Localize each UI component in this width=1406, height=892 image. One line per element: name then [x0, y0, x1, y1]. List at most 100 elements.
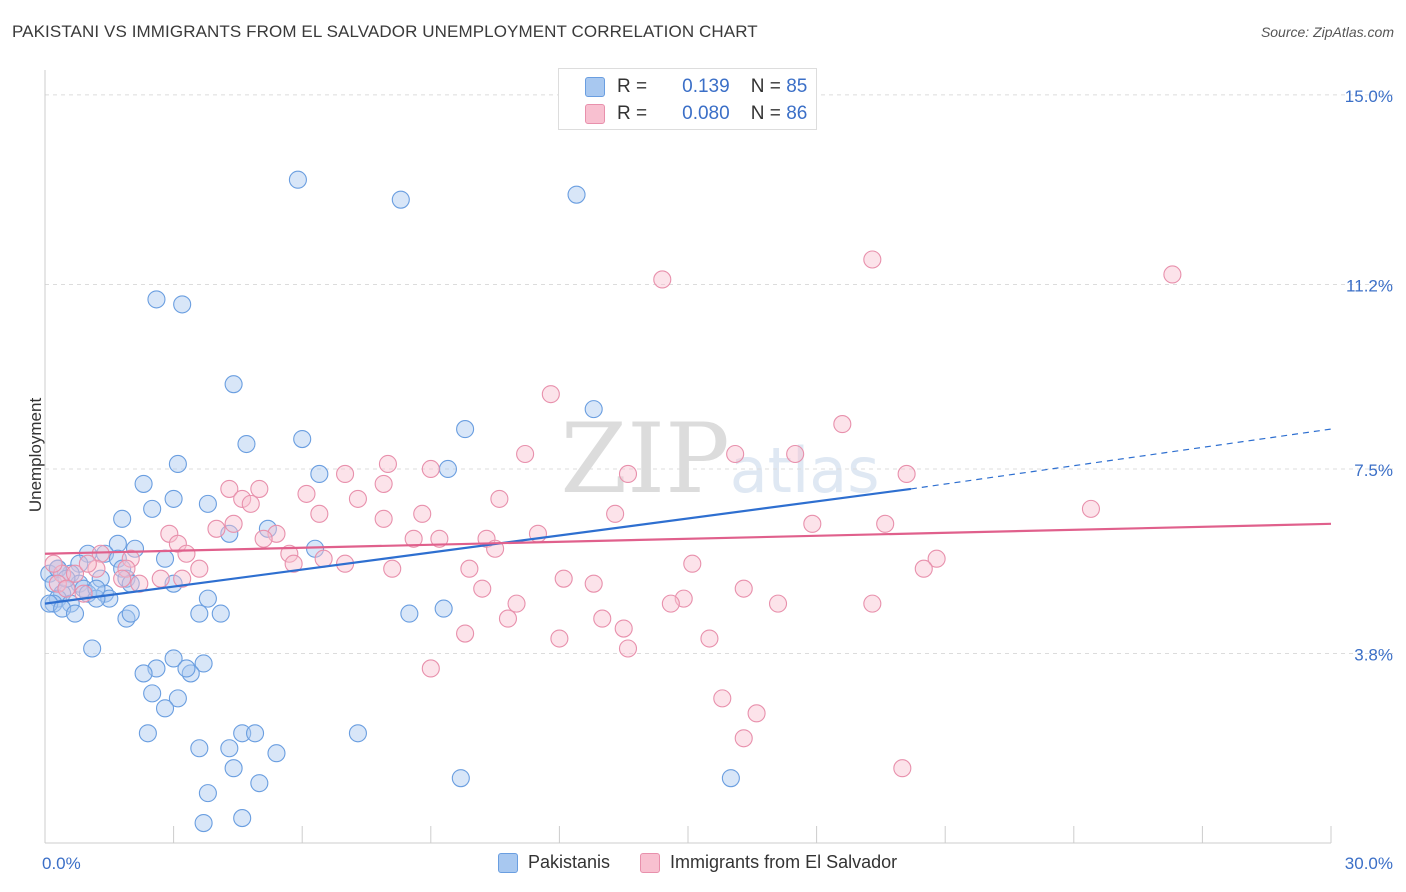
data-point	[237, 434, 256, 454]
legend-label: Immigrants from El Salvador	[670, 852, 898, 872]
pakistanis-swatch	[585, 77, 605, 97]
data-point	[863, 594, 882, 613]
data-point	[768, 594, 788, 613]
data-point	[65, 564, 85, 583]
trend-line-pakistanis-projection	[910, 428, 1332, 490]
data-point	[280, 544, 299, 563]
data-point	[233, 724, 252, 743]
data-point	[378, 454, 397, 474]
stats-row-el-salvador: R = 0.080 N = 86	[585, 101, 807, 127]
data-point	[194, 814, 213, 833]
data-point	[250, 479, 269, 498]
data-point	[541, 385, 560, 404]
data-point	[138, 724, 157, 743]
data-point	[177, 659, 196, 678]
data-point	[198, 494, 217, 513]
y-axis-label: Unemployment	[26, 397, 45, 513]
el-salvador-swatch	[585, 104, 605, 124]
y-tick-label: 3.8%	[1354, 645, 1393, 664]
data-point	[168, 689, 187, 708]
data-point	[78, 554, 97, 573]
data-point	[863, 250, 882, 269]
chart-title: PAKISTANI VS IMMIGRANTS FROM EL SALVADOR…	[12, 22, 758, 41]
n-value: 86	[786, 103, 808, 124]
data-point	[177, 544, 196, 563]
data-point	[383, 559, 402, 578]
data-point	[721, 769, 740, 788]
data-point	[927, 549, 946, 568]
data-point	[284, 554, 303, 573]
data-point	[164, 649, 183, 668]
data-point	[258, 519, 277, 538]
data-point	[198, 784, 217, 803]
data-point	[241, 494, 260, 513]
stats-legend: R = 0.139 N = 85 R = 0.080 N = 86	[558, 68, 817, 130]
data-point	[584, 574, 603, 593]
data-point	[151, 569, 170, 588]
data-point	[57, 579, 76, 598]
data-point	[233, 809, 252, 828]
data-point	[113, 569, 132, 588]
trend-line-pakistanis	[44, 487, 912, 605]
data-point	[91, 569, 110, 588]
data-point	[173, 569, 192, 588]
data-point	[348, 489, 367, 508]
data-point	[198, 589, 217, 608]
x-tick-label: 0.0%	[42, 854, 81, 873]
data-point	[421, 459, 440, 479]
data-point	[413, 504, 432, 523]
data-point	[224, 375, 243, 394]
data-point	[554, 569, 573, 588]
data-point	[348, 724, 367, 743]
el-salvador-legend-swatch	[640, 852, 661, 873]
r-label: R =	[617, 76, 648, 97]
data-point	[254, 529, 273, 548]
data-point	[434, 599, 453, 618]
data-point	[726, 444, 745, 464]
data-point	[786, 444, 805, 464]
data-point	[430, 529, 449, 548]
legend-item-el-salvador[interactable]: Immigrants from El Salvador	[640, 852, 897, 873]
watermark-zip: ZIP	[560, 403, 729, 515]
data-point	[224, 759, 243, 778]
data-point	[121, 549, 140, 568]
n-label: N =	[750, 76, 781, 97]
data-point	[584, 400, 603, 419]
data-point	[134, 664, 153, 683]
data-point	[438, 459, 457, 479]
n-label: N =	[750, 103, 781, 124]
tick-labels: 3.8% 7.5% 11.2% 15.0% 0.0% 30.0%	[42, 87, 1393, 873]
data-point	[83, 639, 102, 658]
stats-row-pakistanis: R = 0.139 N = 85	[585, 74, 807, 100]
data-point	[400, 604, 419, 623]
data-point	[168, 454, 187, 474]
data-point	[803, 514, 822, 533]
data-point	[734, 579, 753, 598]
data-point	[876, 514, 895, 533]
n-value: 85	[786, 76, 808, 97]
data-point	[224, 514, 243, 533]
data-point	[421, 659, 440, 678]
data-point	[833, 415, 852, 434]
data-point	[87, 559, 106, 578]
data-point	[606, 504, 625, 523]
x-tick-label: 30.0%	[1345, 854, 1393, 873]
r-label: R =	[617, 103, 648, 124]
data-point	[391, 190, 410, 209]
data-point	[190, 559, 209, 578]
data-point	[374, 509, 393, 528]
axes	[44, 70, 1332, 844]
series-pakistanis	[40, 170, 740, 833]
trend-line-el-salvador	[44, 522, 1332, 555]
data-point	[125, 539, 145, 558]
data-point	[914, 559, 933, 578]
data-point	[173, 295, 192, 314]
data-point	[734, 729, 753, 748]
data-point	[220, 739, 239, 758]
data-point	[490, 489, 509, 508]
data-point	[147, 290, 166, 309]
data-point	[374, 474, 393, 493]
data-point	[220, 479, 239, 498]
legend-item-pakistanis[interactable]: Pakistanis	[498, 852, 610, 873]
data-point	[451, 769, 470, 788]
